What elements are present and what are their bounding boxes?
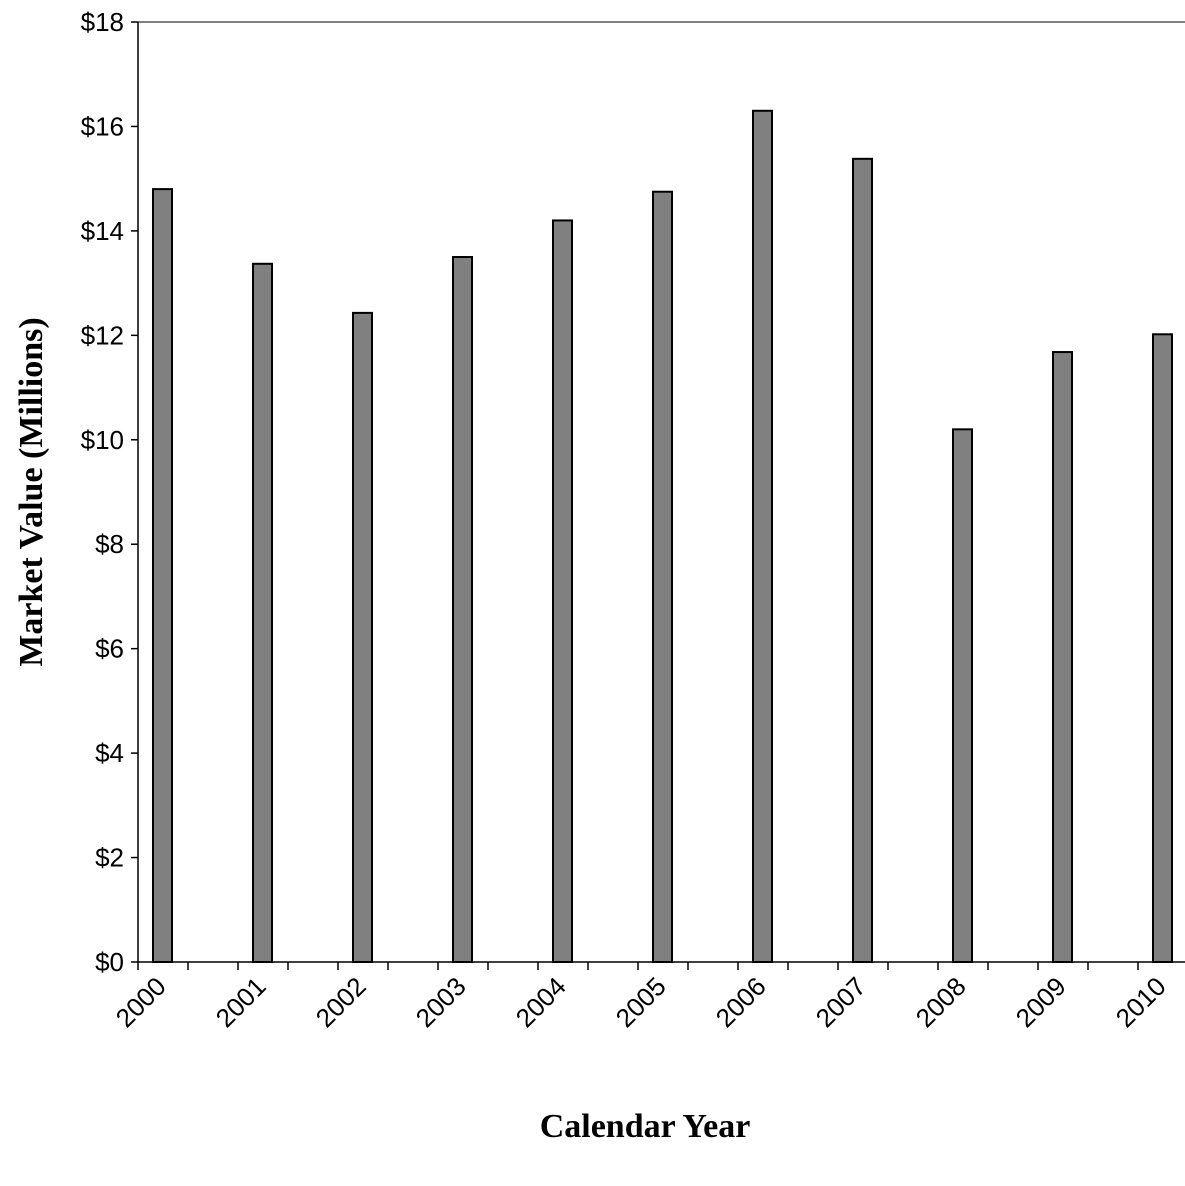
- bar-2004: [552, 219, 573, 963]
- bar-2008: [952, 428, 973, 964]
- bar-2005: [652, 190, 673, 963]
- y-tick-label: $16: [81, 111, 124, 141]
- bar-2001: [252, 262, 273, 963]
- y-tick-label: $18: [81, 7, 124, 37]
- y-tick-label: $10: [81, 425, 124, 455]
- bar-2006: [752, 109, 773, 964]
- y-tick-label: $6: [95, 634, 124, 664]
- y-tick-label: $14: [81, 216, 124, 246]
- y-axis-title: Market Value (Millions): [13, 317, 50, 666]
- x-tick-label: 2005: [610, 971, 672, 1033]
- y-tick-label: $12: [81, 320, 124, 350]
- x-tick-label: 2009: [1010, 971, 1072, 1033]
- bar-2010: [1152, 333, 1173, 963]
- x-tick-label: 2004: [510, 971, 572, 1033]
- y-axis-ticks: $0 $2 $4 $6 $8 $10 $12 $14 $16 $18: [81, 7, 138, 977]
- x-tick-label: 2000: [110, 971, 172, 1033]
- x-tick-label: 2002: [310, 971, 372, 1033]
- x-axis-title: Calendar Year: [540, 1108, 751, 1145]
- y-tick-label: $0: [95, 947, 124, 977]
- x-tick-label: 2003: [410, 971, 472, 1033]
- x-tick-label: 2007: [810, 971, 872, 1033]
- bar-2007: [852, 157, 873, 964]
- x-tick-label: 2010: [1110, 971, 1172, 1033]
- x-axis-ticks: 2000 2001 2002 2003 2004 2005 2006 2007 2008 2009…: [110, 962, 1172, 1033]
- bars: [152, 109, 1173, 964]
- y-tick-label: $4: [95, 738, 124, 768]
- bar-2000: [152, 188, 173, 964]
- bar-2002: [352, 311, 373, 963]
- x-tick-label: 2008: [910, 971, 972, 1033]
- x-tick-label: 2006: [710, 971, 772, 1033]
- bar-2009: [1052, 351, 1073, 963]
- y-tick-label: $2: [95, 843, 124, 873]
- bar-2003: [452, 256, 473, 963]
- x-tick-label: 2001: [210, 971, 272, 1033]
- y-tick-label: $8: [95, 529, 124, 559]
